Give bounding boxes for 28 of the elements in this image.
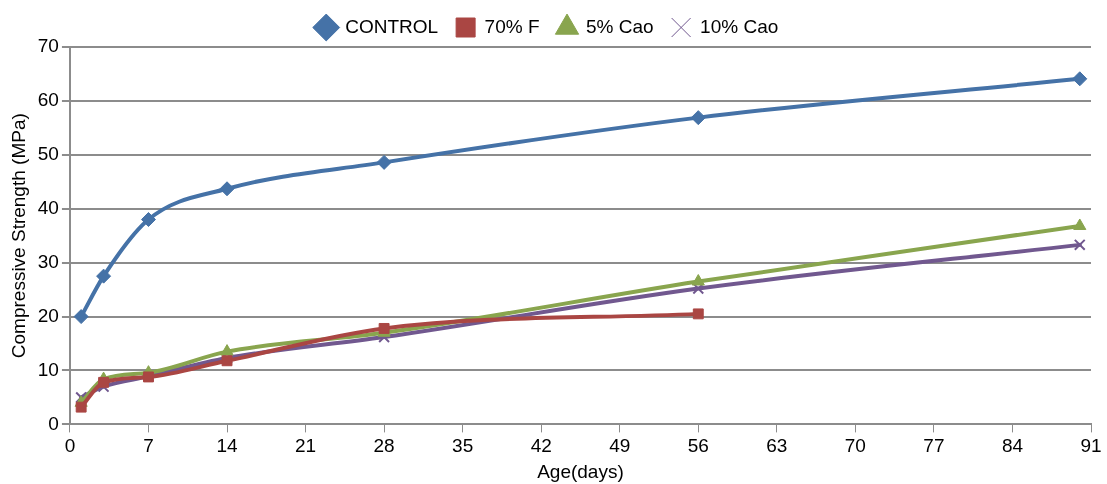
y-tick-label: 50 (37, 143, 59, 165)
x-tick-label: 21 (294, 435, 317, 457)
legend-label: CONTROL (345, 15, 439, 37)
x-tick-label: 14 (216, 435, 239, 457)
x-tick-label: 28 (373, 435, 395, 457)
x-tick-label: 91 (1080, 435, 1102, 457)
y-tick-label: 70 (37, 35, 59, 57)
x-tick-label: 70 (844, 435, 866, 457)
y-tick-label: 60 (37, 89, 59, 111)
x-tick-label: 0 (64, 435, 76, 457)
x-tick-label: 77 (923, 435, 945, 457)
y-tick-label: 30 (37, 250, 59, 272)
y-tick-label: 20 (37, 304, 59, 326)
y-tick-label: 10 (37, 358, 59, 380)
x-tick-label: 56 (687, 435, 709, 457)
legend-label: 70% F (484, 15, 540, 37)
x-tick-label: 49 (609, 435, 631, 457)
y-tick-label: 40 (37, 196, 59, 218)
x-tick-label: 42 (530, 435, 552, 457)
x-tick-label: 84 (1001, 435, 1024, 457)
x-axis-title: Age(days) (537, 460, 624, 482)
x-tick-label: 7 (143, 435, 154, 457)
y-axis-title: Compressive Strength (MPa) (7, 113, 29, 359)
legend-label: 10% Cao (700, 15, 779, 37)
x-tick-label: 63 (766, 435, 788, 457)
legend-label: 5% Cao (586, 15, 654, 37)
x-tick-label: 35 (452, 435, 474, 457)
y-tick-label: 0 (48, 412, 59, 434)
